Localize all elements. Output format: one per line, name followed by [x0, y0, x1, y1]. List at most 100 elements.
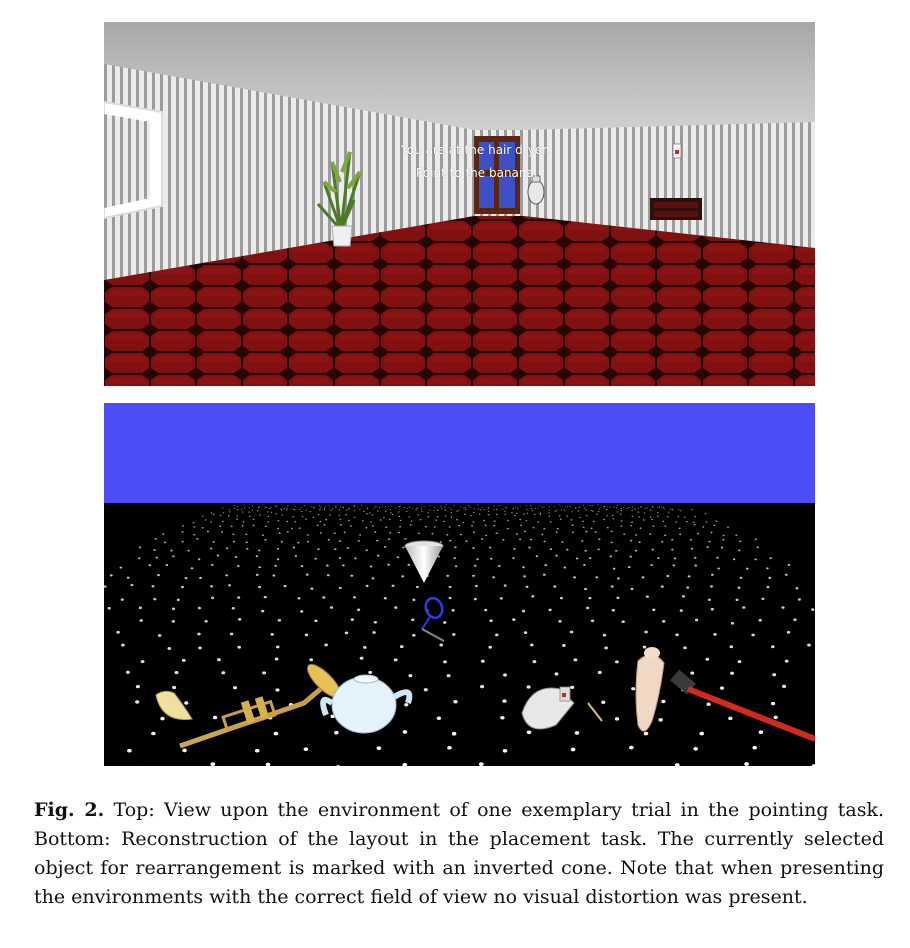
ground-dot: [539, 513, 542, 516]
ground-dot: [371, 514, 374, 516]
ground-dot: [242, 504, 244, 506]
ground-dot: [483, 508, 485, 510]
ground-dot: [181, 530, 184, 533]
ground-dot: [419, 518, 422, 521]
ground-dot: [441, 507, 443, 509]
ground-dot: [446, 533, 449, 536]
ground-dot: [429, 509, 431, 511]
ground-dot: [489, 557, 493, 560]
ground-dot: [638, 516, 640, 518]
cat-figure: [635, 647, 665, 732]
ground-dot: [751, 633, 755, 637]
ground-dot: [711, 573, 714, 576]
ground-dot: [196, 538, 199, 540]
ground-dot: [398, 515, 401, 518]
ground-dot: [619, 513, 622, 515]
ground-dot: [471, 524, 473, 527]
ground-dot: [394, 606, 398, 609]
ground-dot: [673, 557, 677, 560]
ground-dot: [474, 508, 476, 510]
ground-dot: [181, 658, 186, 662]
ground-dot: [631, 515, 634, 517]
ground-dot: [447, 745, 452, 750]
ground-dot: [565, 506, 567, 508]
ground-dot: [445, 504, 447, 506]
ground-dot: [468, 505, 470, 506]
ground-dot: [548, 512, 550, 514]
ground-dot: [592, 520, 595, 523]
ground-dot: [634, 549, 638, 552]
ground-dot: [630, 587, 634, 591]
ground-dot: [241, 524, 244, 527]
ground-dot: [119, 566, 123, 569]
ground-dot: [210, 512, 213, 514]
ground-dot: [356, 608, 361, 612]
ground-dot: [537, 521, 540, 523]
ground-dot: [334, 548, 337, 551]
ground-dot: [399, 645, 404, 649]
ground-dot: [497, 564, 501, 568]
ground-dot: [319, 520, 322, 523]
ground-dot: [283, 508, 286, 510]
ground-dot: [671, 548, 674, 551]
ground-dot: [464, 509, 467, 511]
ground-dot: [632, 506, 634, 508]
ground-dot: [766, 585, 770, 589]
wall-hair-dryer: [672, 143, 682, 159]
ground-dot: [292, 516, 295, 518]
ground-dot: [650, 563, 653, 567]
ground-dot: [423, 505, 425, 507]
ground-dot: [520, 524, 523, 527]
ground-dot: [657, 507, 659, 508]
ground-dot: [139, 619, 143, 622]
ground-dot: [205, 519, 207, 521]
ground-dot: [671, 538, 674, 541]
ground-dot: [453, 700, 458, 704]
ground-dot: [452, 633, 456, 636]
ground-dot: [388, 538, 391, 540]
ground-dot: [276, 558, 280, 561]
ground-dot: [270, 511, 273, 513]
door: [474, 136, 520, 214]
ground-dot: [210, 563, 214, 566]
ground-dot: [661, 540, 664, 543]
ground-dot: [627, 566, 631, 569]
ground-dot: [361, 520, 364, 522]
ground-dot: [350, 525, 352, 527]
ground-dot: [615, 507, 618, 509]
ground-dot: [610, 530, 613, 533]
ground-dot: [643, 519, 645, 521]
ground-dot: [238, 618, 242, 621]
ground-dot: [728, 716, 733, 721]
ground-dot: [192, 521, 195, 524]
ground-dot: [292, 546, 296, 549]
ground-dot: [672, 564, 676, 567]
ground-dot: [154, 538, 157, 540]
ground-dot: [354, 557, 357, 560]
ground-dot: [151, 731, 156, 736]
ground-dot: [309, 658, 314, 662]
ground-dot: [597, 511, 600, 513]
ground-dot: [265, 762, 271, 766]
ground-dot: [737, 660, 742, 664]
ground-dot: [693, 556, 697, 559]
ground-dot: [729, 645, 734, 649]
ground-dot: [679, 533, 682, 536]
ground-dot: [241, 508, 243, 510]
ground-dot: [561, 541, 564, 543]
ground-dot: [484, 608, 488, 612]
hud-instruction-location: You are at the hair dryer.: [401, 143, 550, 157]
ground-dot: [338, 540, 342, 542]
right-wall: [524, 122, 815, 248]
hair-dryer: [521, 686, 603, 730]
ground-dot: [153, 549, 156, 551]
ground-dot: [720, 546, 724, 549]
ground-dot: [312, 507, 315, 509]
ground-dot: [597, 504, 599, 506]
ground-dot: [261, 609, 265, 613]
ground-dot: [393, 658, 398, 662]
ground-dot: [558, 515, 561, 517]
ground-dot: [559, 596, 563, 600]
ground-dot: [526, 508, 528, 511]
ground-dot: [448, 506, 450, 508]
